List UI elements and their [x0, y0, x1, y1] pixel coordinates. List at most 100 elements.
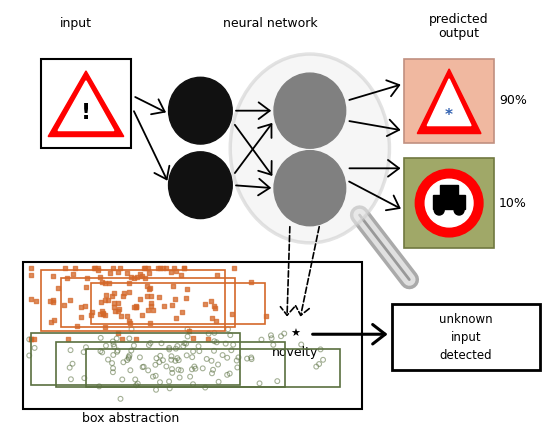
Text: 90%: 90% [499, 94, 527, 107]
Circle shape [425, 179, 473, 227]
Point [186, 373, 195, 380]
Point [68, 271, 77, 278]
Point [297, 341, 306, 348]
Point [269, 341, 278, 348]
Point [267, 335, 276, 342]
Point [214, 361, 222, 368]
Point [167, 269, 176, 276]
Point [105, 270, 114, 276]
Point [173, 343, 182, 349]
Point [127, 326, 136, 333]
Point [126, 320, 135, 327]
Point [138, 364, 147, 371]
Ellipse shape [274, 73, 346, 148]
Point [210, 330, 219, 337]
Point [315, 361, 324, 368]
Point [140, 275, 149, 282]
Point [113, 348, 122, 355]
Point [126, 367, 135, 374]
Point [180, 340, 189, 346]
Point [214, 378, 223, 385]
Point [125, 352, 134, 359]
Text: novelty: novelty [272, 346, 318, 359]
Point [156, 353, 165, 359]
Polygon shape [418, 69, 481, 133]
Point [187, 366, 196, 373]
Point [102, 342, 111, 349]
Point [152, 355, 161, 362]
Point [156, 264, 165, 271]
Point [207, 357, 216, 364]
Point [117, 336, 126, 343]
Bar [41, 270, 225, 331]
Point [319, 356, 327, 363]
Point [119, 293, 128, 300]
Point [25, 336, 34, 343]
Bar [86, 349, 340, 387]
Point [261, 312, 270, 319]
Point [153, 264, 162, 271]
Point [82, 344, 91, 351]
Point [61, 264, 70, 271]
Point [191, 365, 200, 372]
Point [93, 267, 102, 274]
Point [100, 280, 109, 287]
Point [201, 301, 210, 308]
Point [108, 338, 117, 345]
Point [167, 356, 176, 363]
Point [148, 307, 157, 314]
Point [194, 343, 203, 349]
Point [183, 326, 192, 333]
Point [30, 344, 39, 351]
Point [145, 284, 154, 291]
Point [108, 369, 117, 376]
Point [151, 361, 160, 368]
Point [234, 354, 243, 361]
Point [233, 364, 242, 371]
Point [212, 339, 221, 346]
Point [48, 297, 57, 304]
Point [125, 288, 134, 295]
Point [96, 311, 105, 318]
Point [177, 367, 186, 374]
Point [171, 345, 180, 352]
Point [148, 373, 157, 380]
Point [182, 340, 191, 347]
Point [276, 333, 285, 340]
Point [171, 357, 180, 364]
Point [132, 273, 141, 280]
Point [25, 352, 34, 359]
Point [257, 336, 266, 343]
Point [49, 317, 58, 324]
Point [68, 360, 77, 367]
Point [114, 300, 123, 307]
Point [138, 311, 147, 318]
Bar [433, 195, 465, 209]
Point [174, 357, 183, 364]
Point [223, 372, 232, 378]
Point [90, 264, 98, 271]
Point [207, 370, 216, 377]
Point [171, 295, 180, 302]
Point [225, 370, 234, 377]
Point [179, 343, 188, 349]
Point [139, 363, 148, 370]
Point [125, 318, 133, 325]
Point [79, 349, 88, 356]
Point [137, 272, 146, 279]
Point [255, 380, 264, 387]
Point [131, 304, 140, 311]
Ellipse shape [168, 77, 232, 144]
Point [110, 299, 119, 306]
Point [190, 363, 199, 370]
Point [144, 307, 153, 314]
Text: box abstraction: box abstraction [82, 412, 180, 425]
Point [27, 336, 36, 343]
Point [95, 273, 104, 280]
Point [113, 347, 122, 354]
Point [227, 311, 236, 318]
Point [118, 376, 127, 383]
Point [88, 308, 97, 315]
Point [165, 385, 174, 392]
Point [246, 279, 255, 286]
